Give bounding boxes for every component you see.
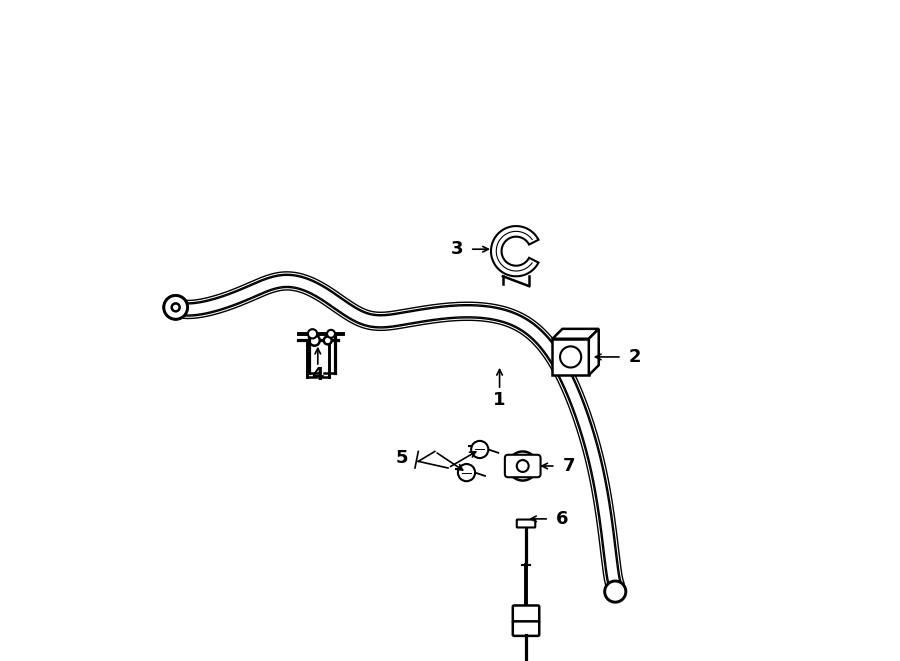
Circle shape	[172, 303, 180, 311]
Text: 1: 1	[493, 391, 506, 409]
Polygon shape	[589, 329, 598, 375]
FancyBboxPatch shape	[517, 520, 535, 527]
Circle shape	[605, 581, 626, 602]
Polygon shape	[553, 329, 599, 338]
Text: 2: 2	[629, 348, 642, 366]
FancyBboxPatch shape	[513, 621, 539, 636]
Circle shape	[472, 441, 489, 458]
Circle shape	[508, 451, 537, 481]
Text: 7: 7	[562, 457, 575, 475]
Circle shape	[308, 329, 317, 338]
Text: 4: 4	[311, 366, 324, 385]
Bar	[292, 327, 351, 387]
Text: 6: 6	[556, 510, 569, 528]
Circle shape	[517, 460, 528, 472]
Text: 5: 5	[395, 449, 408, 467]
Circle shape	[560, 346, 581, 368]
FancyBboxPatch shape	[505, 455, 541, 477]
Bar	[553, 338, 589, 375]
Circle shape	[458, 464, 475, 481]
Text: 3: 3	[450, 240, 463, 258]
Circle shape	[327, 330, 335, 338]
FancyBboxPatch shape	[513, 605, 539, 623]
Circle shape	[164, 295, 187, 319]
Polygon shape	[491, 226, 538, 276]
Circle shape	[310, 335, 320, 346]
Circle shape	[324, 336, 332, 344]
